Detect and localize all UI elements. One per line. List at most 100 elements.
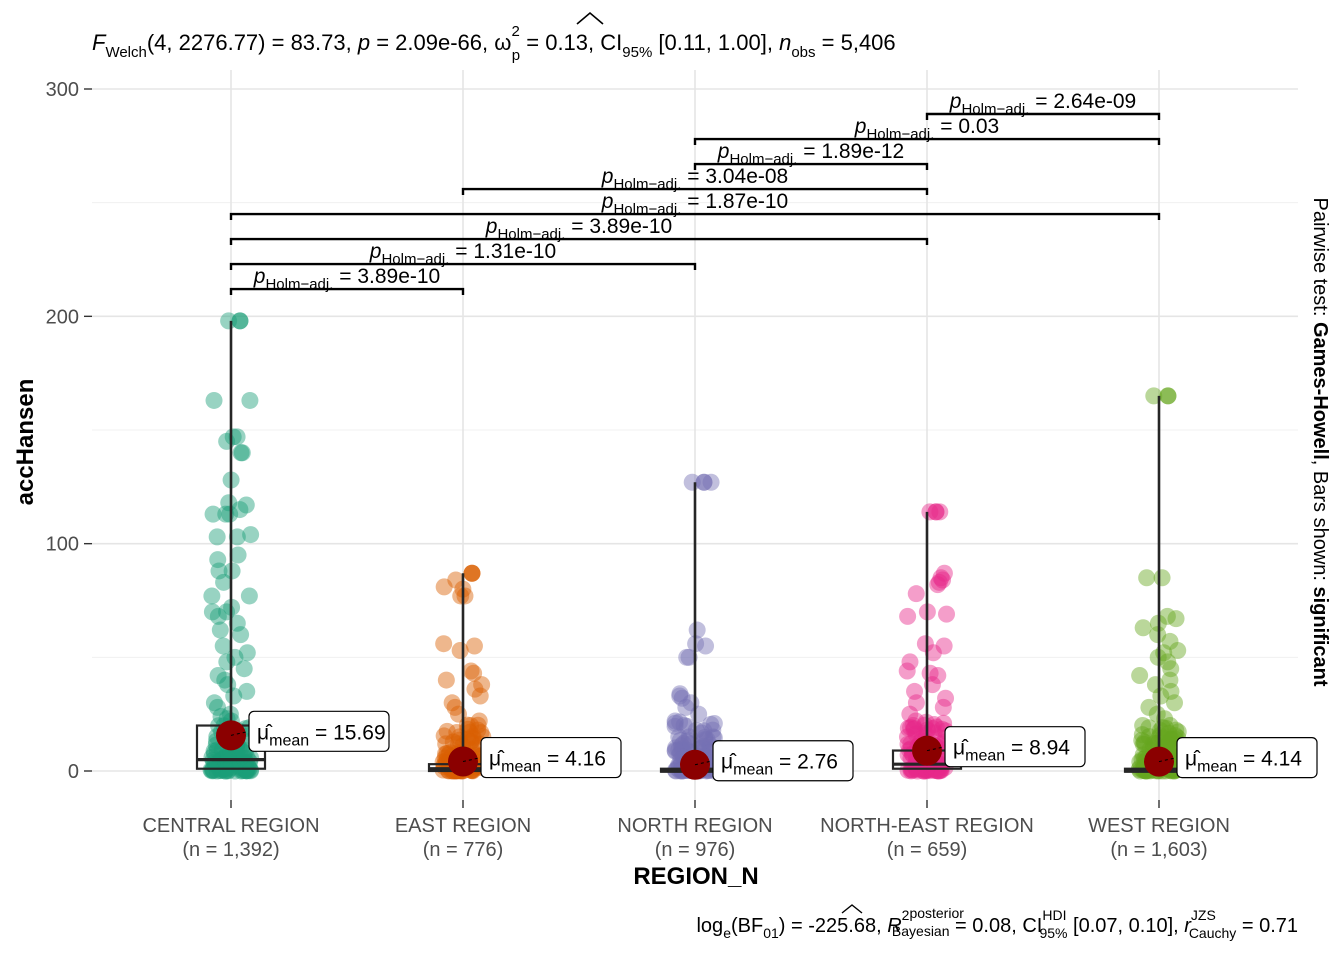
data-point (216, 757, 234, 775)
data-point (921, 762, 939, 780)
data-point (237, 496, 255, 514)
data-point (671, 731, 689, 749)
data-point (242, 749, 260, 767)
y-axis: 0 100 200 300 (46, 79, 92, 783)
x-tick-n-label: (n = 776) (423, 839, 504, 861)
pairwise-bracket (925, 112, 1161, 121)
mean-label-box (1176, 736, 1318, 779)
data-point (934, 698, 952, 716)
data-point (899, 761, 917, 779)
data-point (216, 762, 234, 780)
mean-label-box (712, 740, 854, 782)
data-point (232, 626, 250, 644)
data-point (934, 571, 952, 589)
data-point (221, 505, 239, 523)
data-point (902, 762, 920, 780)
data-point (1138, 569, 1156, 587)
data-point (907, 585, 925, 603)
data-point (229, 546, 247, 564)
data-point (1161, 717, 1179, 735)
data-point (1131, 667, 1149, 685)
data-point (233, 761, 251, 779)
data-point (898, 728, 916, 746)
mean-label: μ̂mean = 2.76 (721, 751, 838, 779)
x-tick-label: NORTH-EAST REGION (820, 815, 1034, 837)
data-point (232, 762, 250, 780)
data-point (216, 762, 234, 780)
pairwise-p-label: pHolm−adj. = 1.87e-10 (601, 190, 788, 218)
data-point (1162, 682, 1180, 700)
data-point (1135, 733, 1153, 751)
max-point (1159, 387, 1177, 405)
data-point (221, 748, 239, 766)
data-point (469, 716, 487, 734)
pairwise-bracket (229, 212, 1161, 221)
data-point (233, 444, 251, 462)
data-point (228, 428, 246, 446)
data-point (929, 762, 947, 780)
pairwise-p-label: pHolm−adj. = 3.04e-08 (601, 165, 788, 193)
mean-label-box (480, 736, 622, 779)
data-point (465, 637, 483, 655)
data-point (671, 687, 689, 705)
x-tick-n-label: (n = 1,392) (182, 839, 279, 861)
data-point (205, 391, 223, 409)
data-point (666, 741, 684, 759)
data-point (937, 689, 955, 707)
data-point (464, 729, 482, 747)
data-point (452, 587, 470, 605)
data-point (211, 761, 229, 779)
pairwise-bracket (693, 162, 929, 171)
data-point (238, 644, 256, 662)
data-point (211, 752, 229, 770)
data-point (1131, 753, 1149, 771)
data-point (908, 762, 926, 780)
data-point (470, 712, 488, 730)
data-point (435, 635, 453, 653)
data-point (1158, 607, 1176, 625)
data-point (904, 717, 922, 735)
data-point (456, 587, 474, 605)
data-point (680, 648, 698, 666)
data-point (1162, 730, 1180, 748)
data-point (688, 621, 706, 639)
pairwise-p-label: pHolm−adj. = 1.89e-12 (717, 140, 904, 168)
data-point (224, 428, 242, 446)
data-point (898, 662, 916, 680)
data-point (241, 761, 259, 779)
data-point (1162, 731, 1180, 749)
data-point (677, 698, 695, 716)
max-point (463, 564, 481, 582)
data-point (1159, 653, 1177, 671)
data-point (232, 444, 250, 462)
data-point (443, 694, 461, 712)
data-point (674, 735, 692, 753)
data-point (220, 494, 238, 512)
data-point (216, 758, 234, 776)
data-point (915, 762, 933, 780)
data-point (906, 682, 924, 700)
data-point (228, 528, 246, 546)
data-point (904, 761, 922, 779)
data-point (930, 762, 948, 780)
caption-prefix: Pairwise test: (1309, 197, 1331, 321)
data-point (1160, 734, 1178, 752)
data-point (924, 644, 942, 662)
data-point (438, 722, 456, 740)
mean-markers: μ̂mean = 15.69 μ̂mean = 4.16 μ̂mean = 2.76… (216, 710, 1318, 782)
data-point (929, 667, 947, 685)
y-tick-label: 200 (46, 306, 79, 328)
data-point (672, 737, 690, 755)
pairwise-caption: Pairwise test: Games-Howell, Bars shown:… (1309, 197, 1331, 686)
data-point (917, 762, 935, 780)
mean-label: μ̂mean = 15.69 (257, 721, 386, 749)
data-point (1152, 687, 1170, 705)
data-point (218, 432, 236, 450)
data-point (448, 723, 466, 741)
data-point (1134, 735, 1152, 753)
data-point (466, 680, 484, 698)
mean-label: μ̂mean = 4.16 (489, 748, 606, 776)
data-point (1140, 719, 1158, 737)
data-point (678, 717, 696, 735)
